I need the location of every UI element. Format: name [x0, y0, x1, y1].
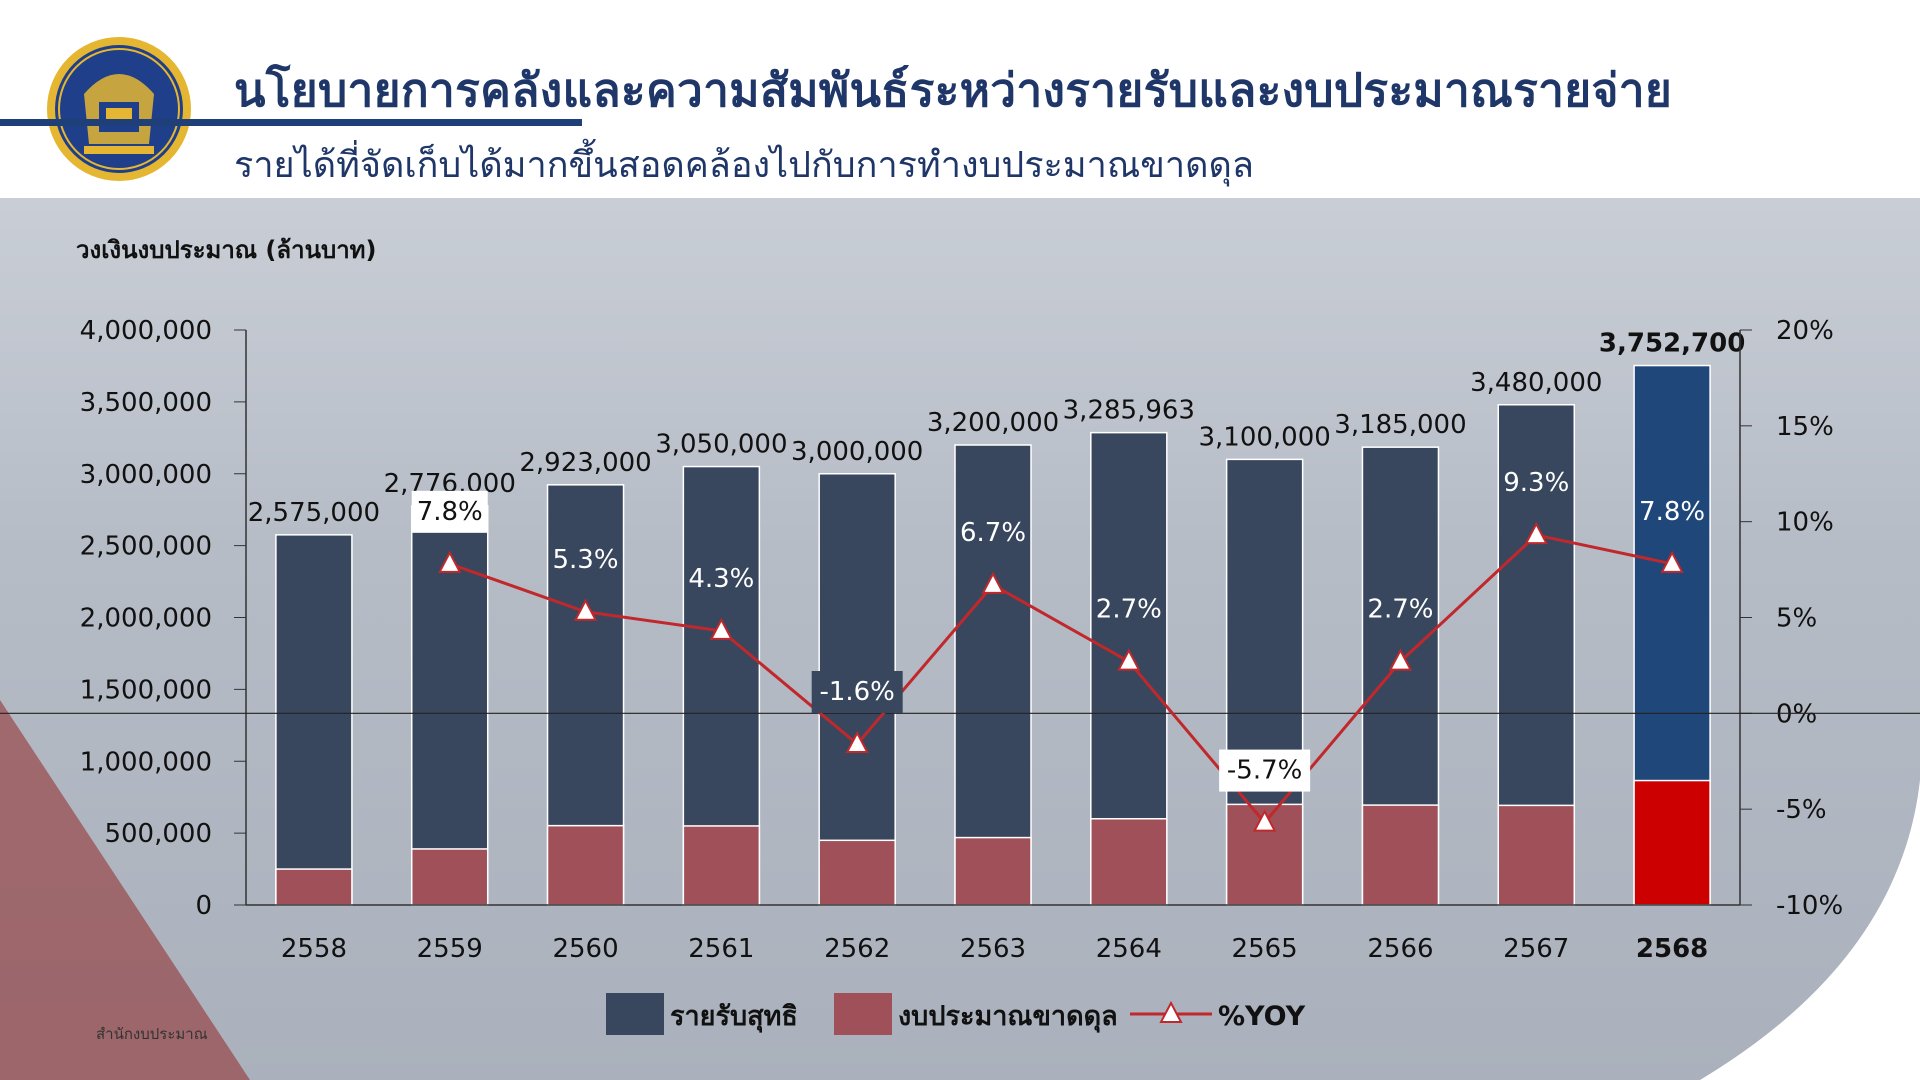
x-tick-label: 2563	[960, 934, 1026, 964]
x-tick-label: 2564	[1096, 934, 1162, 964]
yoy-label: 2.7%	[1367, 595, 1433, 625]
y-tick-label: 3,500,000	[80, 388, 212, 418]
yoy-marker	[1660, 550, 1684, 573]
x-tick-label: 2558	[281, 934, 347, 964]
bar-revenue	[954, 444, 1032, 906]
yoy-marker	[438, 550, 462, 573]
x-tick-label: 2568	[1636, 934, 1708, 964]
yoy-label: 7.8%	[417, 497, 483, 527]
yoy-marker	[1117, 648, 1141, 671]
page-subtitle: รายได้ที่จัดเก็บได้มากขึ้นสอดคล้องไปกับก…	[234, 145, 1254, 186]
bar-value-label: 2,923,000	[519, 448, 651, 478]
bar-deficit	[1361, 804, 1440, 906]
yoy-label: -1.6%	[819, 677, 894, 707]
x-tick-label: 2562	[824, 934, 890, 964]
legend-swatch-deficit	[834, 993, 892, 1035]
x-tick-label: 2561	[688, 934, 754, 964]
bar-deficit	[410, 848, 489, 906]
bar-deficit	[954, 836, 1032, 906]
y-tick-label: 3,000,000	[80, 460, 212, 490]
y-tick-label: 0	[195, 891, 212, 921]
legend-label-revenue: รายรับสุทธิ	[670, 1001, 798, 1033]
bar-value-label: 3,200,000	[927, 408, 1059, 438]
decor-white-curve	[1700, 780, 1920, 1080]
bar-deficit	[275, 868, 353, 906]
y-axis-label: วงเงินงบประมาณ (ล้านบาท)	[76, 236, 376, 264]
yoy-marker	[981, 571, 1005, 594]
y-tick-label: 1,000,000	[80, 747, 212, 777]
y-tick-label: 1,500,000	[80, 675, 212, 705]
yoy-label: -5.7%	[1227, 756, 1302, 786]
source-note: สำนักงบประมาณ	[96, 1025, 208, 1043]
legend-label-yoy: %YOY	[1218, 1001, 1306, 1032]
yoy-marker	[1252, 809, 1277, 832]
y2-tick-label: 0%	[1776, 699, 1817, 729]
bar-deficit	[818, 839, 896, 906]
x-tick-label: 2565	[1232, 934, 1298, 964]
y2-tick-label: 5%	[1776, 604, 1817, 634]
bars	[275, 364, 1711, 906]
bar-value-label: 3,480,000	[1470, 368, 1602, 398]
y2-tick-label: 10%	[1776, 508, 1834, 538]
bar-deficit	[682, 825, 761, 906]
bar-value-label: 3,285,963	[1063, 396, 1195, 426]
bar-value-label: 3,185,000	[1334, 410, 1466, 440]
yoy-label: 2.7%	[1096, 595, 1162, 625]
y-tick-label: 4,000,000	[80, 316, 212, 346]
y2-tick-label: 15%	[1776, 412, 1834, 442]
y-tick-label: 500,000	[104, 819, 212, 849]
x-axis-labels: 2558 2559 2560 2561 2562 2563 2564 2565 2566 2567…	[281, 934, 1708, 964]
yoy-marker	[845, 730, 869, 753]
yoy-label: 6.7%	[960, 518, 1026, 548]
bar-deficit	[1633, 779, 1711, 906]
yoy-label: 4.3%	[688, 564, 754, 594]
yoy-label-box	[411, 490, 488, 533]
yoy-label: 5.3%	[553, 545, 619, 575]
yoy-label-box	[811, 671, 903, 713]
yoy-marker	[1388, 648, 1413, 671]
yoy-marker	[709, 617, 734, 640]
bar-value-label: 3,000,000	[791, 437, 923, 467]
yoy-label: 7.8%	[1639, 497, 1705, 527]
x-tick-label: 2566	[1367, 934, 1433, 964]
bar-value-label: 3,050,000	[655, 430, 787, 460]
y-tick-label: 2,000,000	[80, 604, 212, 634]
legend-swatch-revenue	[606, 993, 664, 1035]
yoy-label-box	[1219, 749, 1311, 792]
yoy-marker	[573, 598, 598, 621]
yoy-line	[449, 533, 1673, 825]
axes	[0, 330, 1920, 906]
yoy-label: 9.3%	[1503, 468, 1569, 498]
y2-tick-label: -10%	[1776, 891, 1843, 921]
legend: รายรับสุทธิ งบประมาณขาดดุล %YOY	[606, 993, 1306, 1035]
x-tick-label: 2559	[417, 934, 483, 964]
decor-red-triangle	[0, 700, 250, 1080]
bar-value-label: 3,100,000	[1198, 422, 1330, 452]
page-title: นโยบายการคลังและความสัมพันธ์ระหว่างรายรั…	[234, 63, 1673, 117]
legend-label-deficit: งบประมาณขาดดุล	[898, 1001, 1118, 1033]
bar-revenue	[275, 534, 353, 906]
emblem-logo	[47, 37, 191, 181]
bar-value-label: 2,575,000	[248, 498, 380, 528]
left-axis-ticks: 0 500,000 1,000,000 1,500,000 2,000,000 2,500…	[80, 316, 246, 921]
bar-deficit	[546, 824, 625, 906]
x-tick-label: 2567	[1503, 934, 1569, 964]
header: นโยบายการคลังและความสัมพันธ์ระหว่างรายรั…	[0, 0, 1920, 198]
yoy-marker	[1524, 521, 1548, 545]
yoy-series: 7.8% 5.3% 4.3% -1.6% 6.7% 2.7% -5.7% 2.7% 9.3% 7.…	[411, 468, 1705, 832]
bar-deficit	[1090, 818, 1168, 906]
bar-deficit	[1497, 804, 1576, 906]
y2-tick-label: -5%	[1776, 795, 1827, 825]
legend-marker-yoy	[1159, 1000, 1183, 1023]
right-axis-ticks: -10% -5% 0% 5% 10% 15% 20%	[1740, 316, 1843, 921]
x-tick-label: 2560	[552, 934, 618, 964]
bar-value-label: 3,752,700	[1599, 329, 1745, 359]
header-rule	[0, 119, 582, 126]
y-tick-label: 2,500,000	[80, 532, 212, 562]
y2-tick-label: 20%	[1776, 316, 1834, 346]
